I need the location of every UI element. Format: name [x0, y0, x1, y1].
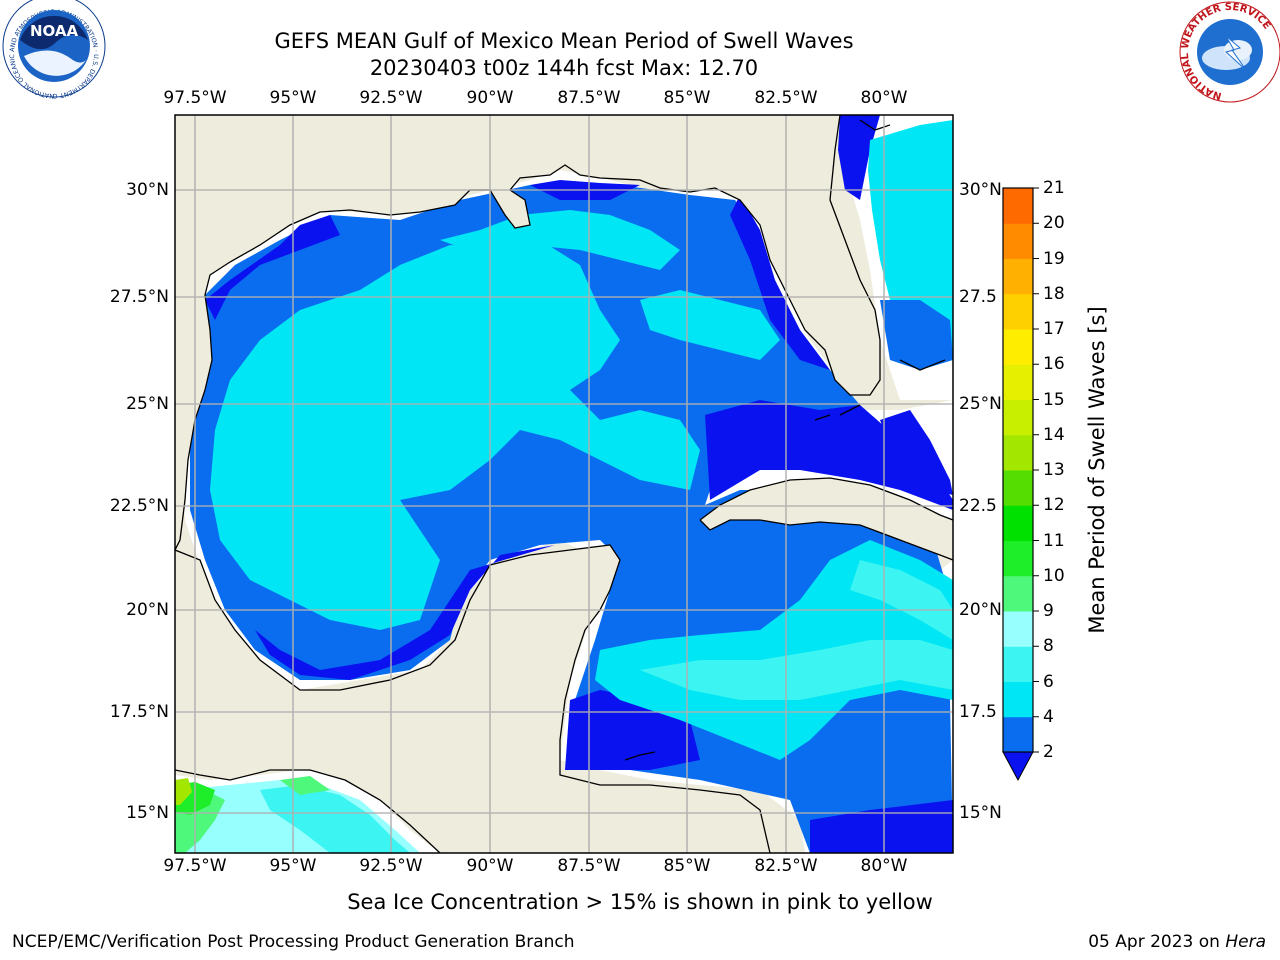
colorbar-segment: [1003, 470, 1033, 506]
period-4-6-gulf: [210, 240, 700, 630]
colorbar-tick-label: 2: [1043, 742, 1054, 762]
gridlines: [175, 115, 953, 853]
colorbar-segment: [1003, 293, 1033, 330]
colorbar-segment: [1003, 188, 1033, 224]
lon-label-top: 92.5°W: [359, 88, 423, 108]
land-central-america: [770, 810, 805, 853]
lon-label-top: 80°W: [860, 88, 908, 108]
lat-label-left: 20°N: [126, 600, 169, 620]
land-usa: [175, 115, 880, 550]
footer-note: Sea Ice Concentration > 15% is shown in …: [347, 890, 933, 914]
lon-label-bottom: 87.5°W: [557, 856, 621, 876]
lat-label-left: 15°N: [126, 803, 169, 823]
colorbar-tick-label: 20: [1043, 213, 1065, 234]
chart-title: GEFS MEAN Gulf of Mexico Mean Period of …: [274, 29, 854, 53]
colorbar-segment: [1003, 505, 1033, 541]
land-cuba: [700, 478, 953, 560]
colorbar-segment: [1003, 223, 1033, 259]
lon-label-bottom: 95°W: [269, 856, 317, 876]
lat-label-right: 20°N: [959, 600, 1002, 620]
colorbar-tick-label: 19: [1043, 248, 1065, 269]
colorbar-tick-label: 8: [1043, 636, 1054, 657]
colorbar-tick-label: 6: [1043, 671, 1054, 692]
lat-label-right: 22.5: [959, 496, 997, 516]
period-4-6-atlantic: [868, 120, 953, 360]
colorbar-segment: [1003, 646, 1033, 682]
colorbar-tick-label: 15: [1043, 389, 1065, 410]
colorbar-segment: [1003, 540, 1033, 577]
colorbar-tick-label: 14: [1043, 424, 1065, 445]
lat-label-left: 30°N: [126, 180, 169, 200]
colorbar-segment: [1003, 716, 1033, 753]
colorbar-tick-label: 18: [1043, 283, 1065, 304]
lon-label-top: 97.5°W: [163, 88, 227, 108]
colorbar-segment: [1003, 399, 1033, 436]
colorbar-segment: [1003, 434, 1033, 471]
colorbar-tick-label: 10: [1043, 565, 1065, 586]
lon-label-bottom: 90°W: [466, 856, 514, 876]
colorbar-segment: [1003, 611, 1033, 647]
credit-machine: Hera: [1225, 932, 1266, 952]
credit-left: NCEP/EMC/Verification Post Processing Pr…: [12, 932, 575, 952]
lon-label-top: 95°W: [269, 88, 317, 108]
lat-label-right: 15°N: [959, 803, 1002, 823]
colorbar-title: Mean Period of Swell Waves [s]: [1085, 306, 1109, 634]
lon-label-top: 85°W: [663, 88, 711, 108]
credit-date: 05 Apr 2023 on: [1088, 932, 1226, 952]
lat-label-right: 25°N: [959, 394, 1002, 414]
period-4-6-caribbean: [595, 540, 953, 760]
colorbar-segment: [1003, 575, 1033, 612]
colorbar-tick-label: 21: [1043, 178, 1065, 198]
lat-label-left: 25°N: [126, 394, 169, 414]
colorbar-tick-label: 17: [1043, 319, 1065, 339]
colorbar-segment: [1003, 681, 1033, 718]
lon-label-top: 82.5°W: [754, 88, 818, 108]
colorbar: [1003, 188, 1033, 753]
colorbar-segment: [1003, 258, 1033, 295]
colorbar-tick-label: 11: [1043, 530, 1065, 551]
lon-label-bottom: 80°W: [860, 856, 908, 876]
lon-label-bottom: 82.5°W: [754, 856, 818, 876]
lat-label-right: 17.5: [959, 702, 997, 722]
map-frame: [174, 114, 954, 854]
colorbar-segment: [1003, 329, 1033, 365]
colorbar-segment: [1003, 364, 1033, 400]
lat-label-left: 17.5°N: [109, 702, 169, 722]
lat-label-right: 30°N: [959, 180, 1002, 200]
lon-label-top: 90°W: [466, 88, 514, 108]
colorbar-tick-label: 13: [1043, 460, 1065, 480]
land-mexico: [175, 545, 770, 853]
chart-subtitle: 20230403 t00z 144h fcst Max: 12.70: [369, 56, 759, 80]
period-lt2-northeast: [705, 400, 953, 510]
lat-label-left: 22.5°N: [109, 496, 169, 516]
lon-label-bottom: 85°W: [663, 856, 711, 876]
credit-right: 05 Apr 2023 on Hera: [1088, 932, 1266, 952]
colorbar-underflow-triangle: [1002, 751, 1034, 782]
colorbar-tick-label: 4: [1043, 706, 1054, 727]
colorbar-tick-label: 12: [1043, 495, 1065, 516]
lon-label-bottom: 92.5°W: [359, 856, 423, 876]
colorbar-tick-label: 16: [1043, 354, 1065, 375]
lat-label-right: 27.5: [959, 287, 997, 307]
colorbar-tick-label: 9: [1043, 601, 1054, 621]
lon-label-bottom: 97.5°W: [163, 856, 227, 876]
lon-label-top: 87.5°W: [557, 88, 621, 108]
lat-label-left: 27.5°N: [109, 287, 169, 307]
